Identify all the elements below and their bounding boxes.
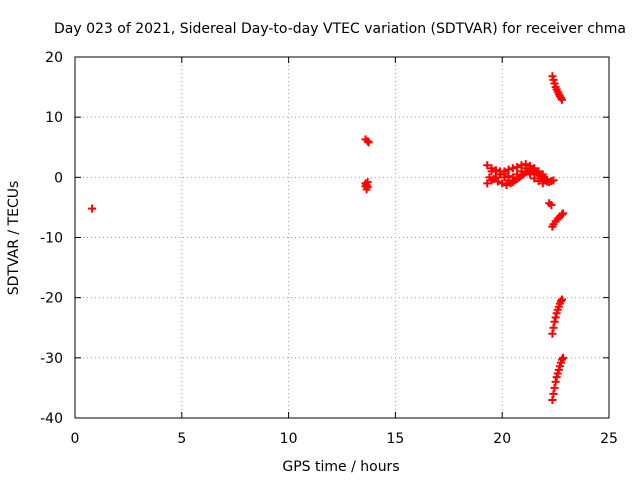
y-tick-labels: -40 -30 -20 -10 0 10 20 — [40, 50, 63, 427]
data-point — [361, 182, 370, 191]
data-point — [496, 167, 505, 176]
data-point — [364, 138, 373, 147]
data-point — [525, 170, 534, 179]
y-axis-label: SDTVAR / TECUs — [6, 181, 22, 296]
y-tick-label: -10 — [40, 231, 63, 247]
data-point — [558, 210, 567, 219]
x-tick-label: 15 — [386, 431, 404, 447]
data-point — [487, 167, 496, 176]
y-tick-label: 20 — [45, 50, 63, 66]
data-point — [500, 169, 509, 178]
data-point — [559, 353, 568, 362]
data-point — [551, 313, 560, 322]
data-point — [550, 383, 559, 392]
data-point — [536, 172, 545, 181]
series-arc-13-7-lower — [361, 178, 372, 194]
data-point — [513, 163, 522, 172]
data-point — [549, 323, 558, 332]
data-point — [558, 95, 567, 104]
grid-lines — [75, 57, 609, 418]
data-point — [493, 177, 502, 186]
data-point — [538, 179, 547, 188]
data-point — [521, 164, 530, 173]
data-point — [550, 317, 559, 326]
data-point — [506, 179, 515, 188]
data-point — [489, 175, 498, 184]
data-point — [528, 166, 537, 175]
series-isolated-early — [88, 204, 97, 213]
data-point — [363, 178, 372, 187]
data-point — [485, 173, 494, 182]
x-tick-label: 20 — [493, 431, 511, 447]
data-point — [549, 176, 558, 185]
x-tick-label: 0 — [71, 431, 80, 447]
y-tick-label: -40 — [40, 411, 63, 427]
data-point — [498, 179, 507, 188]
series-point-22-2 — [545, 199, 556, 210]
data-point — [559, 209, 568, 218]
series-arc-22-4-top — [548, 72, 567, 104]
series-arc-22-4-minus30 — [548, 353, 568, 404]
data-point — [549, 389, 558, 398]
data-point — [363, 137, 372, 146]
data-point — [548, 329, 557, 338]
data-point — [508, 173, 517, 182]
data-point — [491, 166, 500, 175]
data-points — [88, 72, 568, 404]
series-arc-13-7-upper — [361, 135, 373, 147]
data-point — [504, 172, 513, 181]
data-point — [502, 181, 511, 190]
series-arc-22-4-minus7 — [548, 209, 568, 231]
y-tick-label: 0 — [54, 170, 63, 186]
x-axis-label: GPS time / hours — [282, 459, 399, 475]
data-point — [548, 395, 557, 404]
axis-ticks — [74, 56, 610, 419]
data-point — [525, 161, 534, 170]
x-tick-labels: 0 5 10 15 20 25 — [71, 431, 618, 447]
y-tick-label: 10 — [45, 110, 63, 126]
data-point — [517, 167, 526, 176]
series-cluster-19-22-d — [487, 164, 552, 188]
series-arc-22-4-minus20 — [548, 295, 567, 338]
data-point — [483, 179, 492, 188]
chart-title: Day 023 of 2021, Sidereal Day-to-day VTE… — [54, 21, 626, 37]
data-point — [88, 204, 97, 213]
data-point — [547, 201, 556, 210]
x-tick-label: 5 — [177, 431, 186, 447]
data-point — [532, 168, 541, 177]
x-tick-label: 10 — [280, 431, 298, 447]
data-point — [530, 174, 539, 183]
y-tick-label: -30 — [40, 351, 63, 367]
y-tick-label: -20 — [40, 291, 63, 307]
x-tick-label: 25 — [600, 431, 618, 447]
data-point — [558, 295, 567, 304]
data-point — [534, 176, 543, 185]
data-point — [483, 161, 492, 170]
data-point — [543, 177, 552, 186]
data-point — [551, 377, 560, 386]
data-point — [513, 170, 522, 179]
data-point — [508, 164, 517, 173]
